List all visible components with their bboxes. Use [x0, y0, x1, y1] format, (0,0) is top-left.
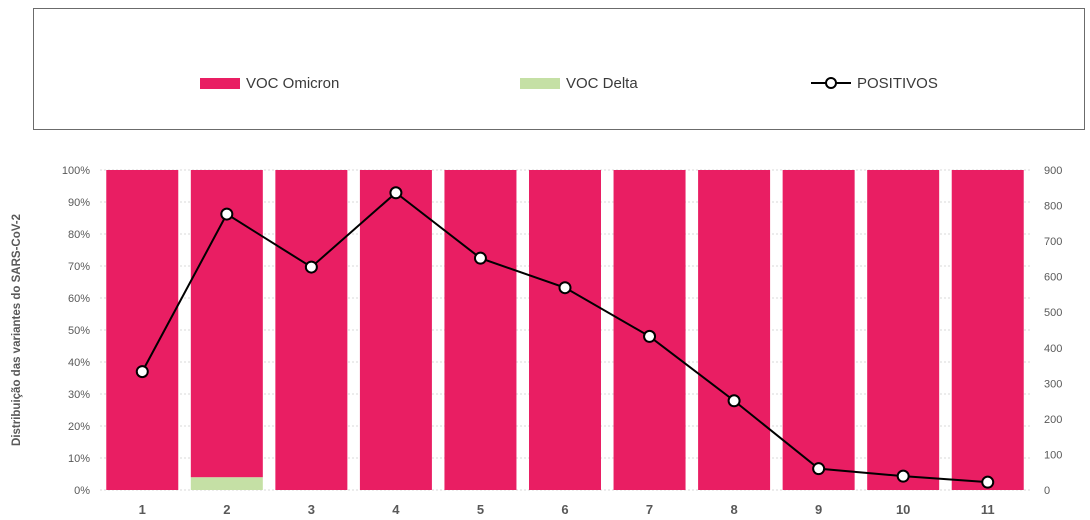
- positivos-point: [896, 469, 910, 483]
- y-tick-label: 50%: [68, 325, 90, 337]
- x-tick-label: 4: [392, 502, 400, 517]
- x-tick-label: 5: [477, 502, 484, 517]
- legend-label-positivos: POSITIVOS: [857, 74, 938, 92]
- bar-omicron: [698, 170, 771, 490]
- y-tick-label: 40%: [68, 357, 90, 369]
- positivos-point: [812, 462, 826, 476]
- positivos-point: [473, 251, 487, 265]
- bar-omicron: [359, 170, 432, 490]
- y2-tick-label: 100: [1044, 449, 1062, 461]
- right-axis-ticks: 0 100 200 300 400 500 600 700 800 900: [1044, 165, 1062, 497]
- x-tick-label: 8: [730, 502, 737, 517]
- positivos-point: [643, 329, 657, 343]
- x-tick-label: 10: [896, 502, 910, 517]
- y-tick-label: 30%: [68, 389, 90, 401]
- legend-label-omicron: VOC Omicron: [246, 74, 340, 92]
- positivos-line: [135, 186, 995, 489]
- bar-omicron: [106, 170, 179, 490]
- y2-tick-label: 400: [1044, 343, 1062, 355]
- y-tick-label: 0%: [74, 485, 90, 497]
- legend-item-positivos: POSITIVOS: [811, 73, 938, 93]
- y2-tick-label: 700: [1044, 236, 1062, 248]
- bar-omicron: [529, 170, 601, 490]
- positivos-point: [389, 186, 403, 200]
- y2-tick-label: 800: [1044, 201, 1062, 213]
- y-tick-label: 90%: [68, 197, 90, 209]
- y-tick-label: 20%: [68, 421, 90, 433]
- y2-tick-label: 200: [1044, 414, 1062, 426]
- legend-swatch-omicron: [200, 77, 240, 89]
- x-tick-label: 6: [561, 502, 568, 517]
- bars: [106, 170, 1024, 490]
- x-axis-ticks: 1 2 3 4 5 6 7 8 9 10 11: [139, 502, 995, 517]
- y2-tick-label: 500: [1044, 307, 1062, 319]
- x-tick-label: 1: [139, 502, 146, 517]
- legend-item-delta: VOC Delta: [520, 73, 638, 93]
- left-axis-ticks: 0% 10% 20% 30% 40% 50% 60% 70% 80% 90% 100%: [62, 165, 90, 497]
- y2-tick-label: 300: [1044, 378, 1062, 390]
- positivos-point: [981, 475, 995, 489]
- positivos-point: [220, 207, 234, 221]
- bar-omicron: [782, 170, 855, 490]
- bar-omicron: [275, 170, 348, 490]
- legend-box: VOC Omicron VOC Delta POSITIVOS: [33, 8, 1085, 130]
- bar-omicron: [190, 170, 263, 478]
- y-tick-label: 100%: [62, 165, 90, 177]
- bar-delta: [190, 477, 263, 490]
- legend-item-omicron: VOC Omicron: [200, 73, 339, 93]
- positivos-point: [304, 260, 318, 274]
- bar-omicron: [951, 170, 1024, 490]
- legend-swatch-delta: [520, 77, 560, 89]
- x-tick-label: 2: [223, 502, 230, 517]
- positivos-point: [558, 281, 572, 295]
- positivos-point: [727, 394, 741, 408]
- bar-omicron: [444, 170, 517, 490]
- y2-tick-label: 0: [1044, 485, 1050, 497]
- x-tick-label: 3: [308, 502, 315, 517]
- legend-label-delta: VOC Delta: [566, 74, 638, 92]
- x-tick-label: 11: [981, 502, 995, 517]
- y2-tick-label: 600: [1044, 272, 1062, 284]
- y-tick-label: 70%: [68, 261, 90, 273]
- x-tick-label: 7: [646, 502, 653, 517]
- y-tick-label: 10%: [68, 453, 90, 465]
- bar-omicron: [867, 170, 940, 490]
- positivos-point: [135, 365, 149, 379]
- y-tick-label: 60%: [68, 293, 90, 305]
- legend-swatch-positivos: [811, 77, 851, 89]
- x-tick-label: 9: [815, 502, 822, 517]
- y-tick-label: 80%: [68, 229, 90, 241]
- y-axis-label: Distribuição das variantes do SARS-CoV-2: [11, 214, 23, 446]
- y2-tick-label: 900: [1044, 165, 1062, 177]
